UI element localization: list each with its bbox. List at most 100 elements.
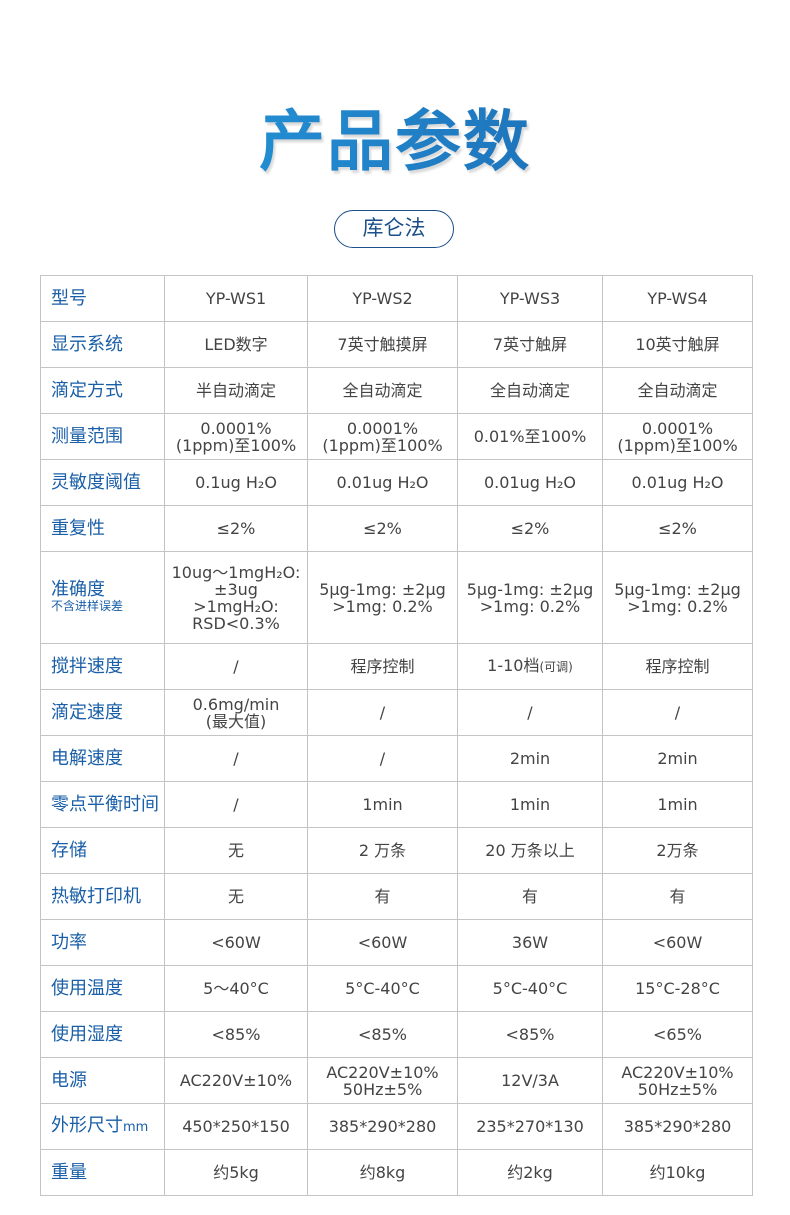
- cell-value: 10英寸触屏: [635, 335, 720, 354]
- row-label-text: 型号: [51, 288, 87, 309]
- cell-value: 1min: [362, 795, 403, 814]
- table-cell: <60W: [602, 919, 753, 966]
- table-cell: 程序控制: [307, 643, 458, 690]
- cell-value: <60W: [652, 933, 703, 952]
- table-row: 搅拌速度 / 程序控制 1-10档(可调) 程序控制: [40, 643, 753, 690]
- table-cell: YP-WS1: [164, 275, 308, 322]
- table-cell: 2min: [602, 735, 753, 782]
- cell-value: 0.01%至100%: [473, 427, 587, 446]
- table-cell: 2万条: [602, 827, 753, 874]
- table-cell: <85%: [164, 1011, 308, 1058]
- row-label-text: 热敏打印机: [51, 886, 141, 907]
- cell-value: 2min: [657, 749, 698, 768]
- table-cell: 全自动滴定: [307, 367, 458, 414]
- cell-value: 约5kg: [213, 1163, 259, 1182]
- table-cell: 5°C-40°C: [457, 965, 603, 1012]
- table-row: 显示系统 LED数字 7英寸触摸屏 7英寸触屏 10英寸触屏: [40, 321, 753, 368]
- cell-value: 12V/3A: [501, 1071, 559, 1090]
- row-label-text: 外形尺寸: [51, 1115, 123, 1136]
- cell-value: /: [233, 749, 239, 768]
- category-badge: 库仑法: [334, 210, 454, 248]
- row-label-text: 滴定速度: [51, 702, 123, 723]
- table-cell: 0.01ug H₂O: [602, 459, 753, 506]
- table-cell: 约5kg: [164, 1149, 308, 1196]
- cell-value: /: [233, 657, 239, 676]
- table-cell: 0.6mg/min (最大值): [164, 689, 308, 736]
- cell-value: 0.0001% (1ppm)至100%: [322, 418, 443, 455]
- cell-value: /: [379, 703, 386, 722]
- table-row: 准确度 不含进样误差 10ug～1mgH₂O: ±3ug >1mgH₂O: RSD<…: [40, 551, 753, 644]
- table-cell: /: [164, 781, 308, 828]
- row-label-text: 存储: [51, 840, 87, 861]
- table-cell: 5μg-1mg: ±2μg >1mg: 0.2%: [457, 551, 603, 644]
- row-label: 显示系统: [40, 321, 165, 368]
- cell-value: 5°C-40°C: [345, 979, 420, 998]
- row-label-text: 功率: [51, 932, 87, 953]
- table-cell: 0.01%至100%: [457, 413, 603, 460]
- row-label-unit: mm: [123, 1120, 149, 1135]
- cell-value: 无: [227, 887, 244, 906]
- table-cell: 1min: [457, 781, 603, 828]
- cell-value: /: [527, 703, 533, 722]
- row-label: 型号: [40, 275, 165, 322]
- table-row: 热敏打印机 无 有 有 有: [40, 873, 753, 920]
- table-cell: 无: [164, 873, 308, 920]
- cell-value: 0.0001% (1ppm)至100%: [617, 418, 738, 455]
- cell-value: 约8kg: [359, 1163, 406, 1182]
- table-cell: 无: [164, 827, 308, 874]
- table-row: 测量范围 0.0001% (1ppm)至100% 0.0001% (1ppm)至10…: [40, 413, 753, 460]
- table-cell: <85%: [457, 1011, 603, 1058]
- cell-value: YP-WS2: [352, 289, 413, 308]
- row-label: 热敏打印机: [40, 873, 165, 920]
- cell-value: 5μg-1mg: ±2μg >1mg: 0.2%: [319, 579, 446, 616]
- table-cell: 约10kg: [602, 1149, 753, 1196]
- cell-value: ≤2%: [216, 519, 256, 538]
- cell-value: 5μg-1mg: ±2μg >1mg: 0.2%: [614, 579, 741, 616]
- table-cell: <60W: [164, 919, 308, 966]
- row-label: 功率: [40, 919, 165, 966]
- table-cell: 有: [307, 873, 458, 920]
- table-row: 存储 无 2 万条 20 万条以上 2万条: [40, 827, 753, 874]
- table-row: 重复性 ≤2% ≤2% ≤2% ≤2%: [40, 505, 753, 552]
- table-cell: AC220V±10% 50Hz±5%: [602, 1057, 753, 1104]
- cell-value: 2万条: [656, 841, 699, 860]
- table-cell: 5～40°C: [164, 965, 308, 1012]
- table-cell: 0.0001% (1ppm)至100%: [307, 413, 458, 460]
- table-cell: 5°C-40°C: [307, 965, 458, 1012]
- cell-value: ≤2%: [363, 519, 402, 538]
- row-label-note: 不含进样误差: [51, 599, 124, 613]
- table-cell: 1-10档(可调): [457, 643, 603, 690]
- row-label-text: 显示系统: [51, 334, 123, 355]
- row-label: 滴定方式: [40, 367, 165, 414]
- row-label-text: 使用湿度: [51, 1024, 123, 1045]
- table-cell: 5μg-1mg: ±2μg >1mg: 0.2%: [307, 551, 458, 644]
- table-cell: 1min: [307, 781, 458, 828]
- table-cell: 5μg-1mg: ±2μg >1mg: 0.2%: [602, 551, 753, 644]
- row-label-text: 滴定方式: [51, 380, 123, 401]
- table-row: 零点平衡时间 / 1min 1min 1min: [40, 781, 753, 828]
- table-cell: 7英寸触摸屏: [307, 321, 458, 368]
- cell-value: 有: [521, 887, 538, 906]
- cell-value: 235*270*130: [476, 1117, 584, 1136]
- table-cell: /: [457, 689, 603, 736]
- table-cell: 有: [457, 873, 603, 920]
- cell-value: 有: [374, 887, 391, 906]
- row-label: 零点平衡时间: [40, 781, 165, 828]
- cell-value: 2 万条: [358, 841, 407, 860]
- row-label-text: 重量: [51, 1162, 87, 1183]
- table-cell: ≤2%: [307, 505, 458, 552]
- cell-value: 全自动滴定: [489, 381, 570, 400]
- table-cell: 385*290*280: [602, 1103, 753, 1150]
- table-row: 型号 YP-WS1 YP-WS2 YP-WS3 YP-WS4: [40, 275, 753, 322]
- cell-value: AC220V±10% 50Hz±5%: [326, 1062, 439, 1099]
- cell-value: 程序控制: [645, 657, 710, 676]
- cell-value: 1-10档: [487, 656, 540, 675]
- cell-value: 10ug～1mgH₂O: ±3ug >1mgH₂O: RSD<0.3%: [171, 562, 301, 633]
- cell-value: ≤2%: [510, 519, 550, 538]
- table-cell: YP-WS4: [602, 275, 753, 322]
- table-cell: 2min: [457, 735, 603, 782]
- table-cell: 约2kg: [457, 1149, 603, 1196]
- row-label: 电源: [40, 1057, 165, 1104]
- table-cell: AC220V±10% 50Hz±5%: [307, 1057, 458, 1104]
- cell-value: 1min: [509, 795, 551, 814]
